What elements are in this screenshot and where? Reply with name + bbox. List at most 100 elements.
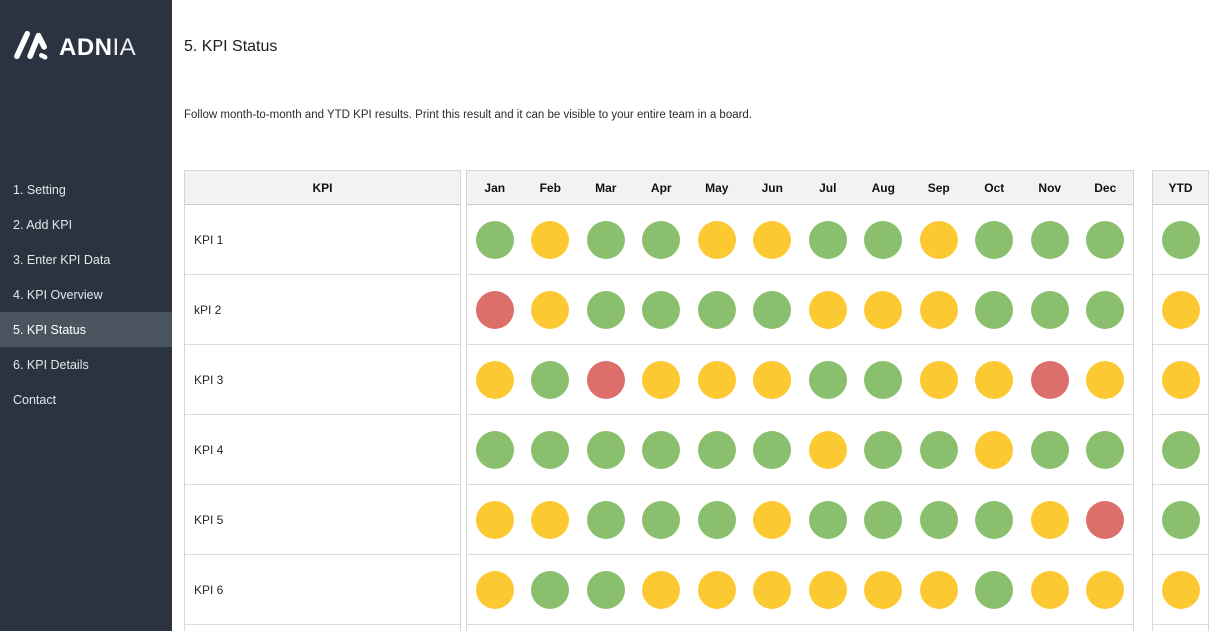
kpi-status-row-kpi-3	[467, 345, 1133, 415]
status-circle-dec	[1086, 570, 1125, 609]
sidebar-item-2-add-kpi[interactable]: 2. Add KPI	[13, 217, 73, 232]
sidebar-item-contact[interactable]: Contact	[13, 392, 57, 407]
status-circle-mar	[586, 220, 625, 259]
status-circle-mar	[586, 430, 625, 469]
status-circle-nov	[1030, 430, 1069, 469]
month-header-mar: Mar	[595, 180, 617, 195]
status-circle-jun	[753, 360, 792, 399]
empty-row	[1153, 625, 1208, 631]
status-circle-nov	[1030, 360, 1069, 399]
kpi-status-row-kpi-6	[467, 555, 1133, 625]
ytd-row-kpi-6	[1153, 555, 1208, 625]
status-circle-aug	[864, 290, 903, 329]
adnia-logo-icon	[12, 30, 50, 65]
status-circle-oct	[975, 220, 1014, 259]
status-circle-nov	[1030, 500, 1069, 539]
status-circle-aug	[864, 360, 903, 399]
ytd-status-circle	[1161, 430, 1200, 469]
sidebar-item-3-enter-kpi-data[interactable]: 3. Enter KPI Data	[13, 252, 111, 267]
ytd-status-circle	[1161, 570, 1200, 609]
ytd-status-circle	[1161, 500, 1200, 539]
status-circle-apr	[642, 570, 681, 609]
status-circle-jun	[753, 570, 792, 609]
sidebar-item-5-kpi-status[interactable]: 5. KPI Status	[0, 312, 172, 347]
status-circle-feb	[531, 290, 570, 329]
status-circle-jan	[475, 290, 514, 329]
status-circle-jan	[475, 360, 514, 399]
status-circle-dec	[1086, 290, 1125, 329]
kpi-label: KPI 6	[194, 582, 224, 597]
page-title: 5. KPI Status	[184, 38, 278, 55]
adnia-logo: ADNIA	[0, 0, 172, 65]
ytd-row-kpi-5	[1153, 485, 1208, 555]
kpi-status-row-kpi-4	[467, 415, 1133, 485]
status-circle-mar	[586, 570, 625, 609]
status-circle-jan	[475, 430, 514, 469]
status-circle-sep	[919, 500, 958, 539]
months-header-row: Jan Feb Mar Apr May Jun Jul Aug Sep Oct Nov Dec	[467, 171, 1133, 205]
month-header-aug: Aug	[871, 180, 895, 195]
month-header-apr: Apr	[650, 180, 672, 195]
status-circle-aug	[864, 500, 903, 539]
status-circle-oct	[975, 290, 1014, 329]
main-content: 5. KPI Status Follow month-to-month and …	[172, 0, 1211, 631]
kpi-status-row-kpi-5	[467, 485, 1133, 555]
status-circle-apr	[642, 430, 681, 469]
status-circle-feb	[531, 220, 570, 259]
kpi-name-table: KPI KPI 1 kPI 2 KPI 3 KPI 4 KPI 5 KPI 6	[184, 170, 461, 631]
status-circle-apr	[642, 360, 681, 399]
kpi-label: kPI 2	[194, 302, 222, 317]
kpi-row-kpi-5: KPI 5	[185, 485, 460, 555]
status-circle-jul	[808, 500, 847, 539]
ytd-row-kpi-4	[1153, 415, 1208, 485]
status-circle-may	[697, 290, 736, 329]
month-header-jan: Jan	[484, 180, 506, 195]
month-header-may: May	[705, 180, 729, 195]
kpi-row-kpi-2: kPI 2	[185, 275, 460, 345]
month-header-feb: Feb	[539, 180, 561, 195]
ytd-column-header: YTD	[1153, 171, 1208, 205]
status-circle-dec	[1086, 220, 1125, 259]
sidebar-item-6-kpi-details[interactable]: 6. KPI Details	[13, 357, 89, 372]
status-circle-jun	[753, 500, 792, 539]
ytd-row-kpi-2	[1153, 275, 1208, 345]
ytd-status-circle	[1161, 360, 1200, 399]
kpi-status-row-kpi-1	[467, 205, 1133, 275]
status-circle-oct	[975, 500, 1014, 539]
status-circle-sep	[919, 570, 958, 609]
ytd-row-kpi-3	[1153, 345, 1208, 415]
ytd-table: YTD	[1152, 170, 1209, 631]
month-header-jun: Jun	[761, 180, 783, 195]
status-circle-aug	[864, 430, 903, 469]
kpi-label: KPI 3	[194, 372, 224, 387]
status-circle-aug	[864, 220, 903, 259]
status-circle-nov	[1030, 570, 1069, 609]
status-circle-jan	[475, 500, 514, 539]
status-circle-aug	[864, 570, 903, 609]
status-circle-sep	[919, 360, 958, 399]
kpi-column-header: KPI	[185, 171, 460, 205]
empty-row	[467, 625, 1133, 631]
kpi-row-kpi-6: KPI 6	[185, 555, 460, 625]
status-circle-may	[697, 220, 736, 259]
status-circle-feb	[531, 360, 570, 399]
status-circle-jan	[475, 220, 514, 259]
sidebar-item-1-setting[interactable]: 1. Setting	[13, 182, 66, 197]
status-circle-feb	[531, 570, 570, 609]
status-circle-jul	[808, 290, 847, 329]
status-circle-oct	[975, 430, 1014, 469]
ytd-status-circle	[1161, 290, 1200, 329]
status-circle-jan	[475, 570, 514, 609]
sidebar-item-4-kpi-overview[interactable]: 4. KPI Overview	[13, 287, 103, 302]
status-circle-feb	[531, 500, 570, 539]
ytd-status-circle	[1161, 220, 1200, 259]
month-header-dec: Dec	[1094, 180, 1117, 195]
kpi-status-board: KPI KPI 1 kPI 2 KPI 3 KPI 4 KPI 5 KPI 6 Jan Fe…	[184, 170, 1211, 631]
status-circle-sep	[919, 430, 958, 469]
kpi-row-kpi-3: KPI 3	[185, 345, 460, 415]
adnia-logo-text: ADNIA	[59, 33, 137, 61]
kpi-status-row-kpi-2	[467, 275, 1133, 345]
status-circle-nov	[1030, 220, 1069, 259]
status-circle-jun	[753, 220, 792, 259]
page-description: Follow month-to-month and YTD KPI result…	[184, 109, 753, 121]
